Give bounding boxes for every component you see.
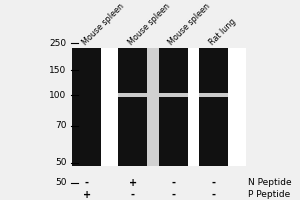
FancyBboxPatch shape (118, 48, 188, 166)
Text: 250: 250 (49, 39, 67, 48)
FancyBboxPatch shape (200, 93, 228, 97)
Text: -: - (171, 190, 176, 200)
Text: -: - (85, 178, 89, 188)
Text: Mouse spleen: Mouse spleen (167, 1, 212, 47)
FancyBboxPatch shape (159, 48, 188, 166)
Text: N Peptide: N Peptide (248, 178, 292, 187)
Text: 50: 50 (55, 178, 67, 187)
Text: -: - (212, 178, 216, 188)
Text: 150: 150 (49, 66, 67, 75)
FancyBboxPatch shape (118, 48, 176, 166)
FancyBboxPatch shape (72, 48, 246, 166)
Text: P Peptide: P Peptide (248, 190, 291, 199)
Text: -: - (212, 190, 216, 200)
FancyBboxPatch shape (118, 93, 147, 97)
FancyBboxPatch shape (159, 93, 188, 97)
Text: 70: 70 (55, 121, 67, 130)
FancyBboxPatch shape (200, 48, 228, 166)
Text: -: - (131, 190, 135, 200)
FancyBboxPatch shape (159, 48, 188, 166)
FancyBboxPatch shape (72, 48, 101, 166)
Text: Mouse spleen: Mouse spleen (127, 1, 172, 47)
FancyBboxPatch shape (118, 48, 147, 166)
FancyBboxPatch shape (118, 48, 147, 166)
Text: +: + (82, 190, 91, 200)
Text: +: + (129, 178, 137, 188)
FancyBboxPatch shape (72, 48, 101, 166)
Text: Mouse spleen: Mouse spleen (80, 1, 126, 47)
Text: 100: 100 (49, 91, 67, 100)
Text: Rat lung: Rat lung (207, 17, 237, 47)
FancyBboxPatch shape (147, 48, 159, 166)
FancyBboxPatch shape (200, 48, 228, 166)
Text: -: - (171, 178, 176, 188)
Text: 50: 50 (55, 158, 67, 167)
